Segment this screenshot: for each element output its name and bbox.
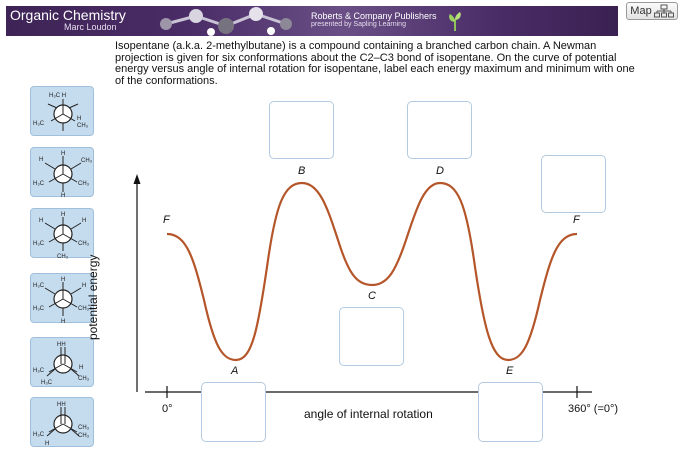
svg-text:H: H — [61, 277, 65, 283]
point-label-f-right: F — [573, 214, 580, 226]
svg-text:CH₃: CH₃ — [78, 181, 90, 187]
svg-text:CH₃: CH₃ — [81, 158, 93, 164]
svg-text:CH₃: CH₃ — [77, 123, 89, 129]
sapling-leaf-icon — [449, 12, 461, 31]
svg-text:H: H — [39, 218, 43, 224]
svg-text:H: H — [77, 116, 81, 122]
svg-text:H: H — [61, 193, 65, 198]
svg-text:H₃C: H₃C — [33, 283, 45, 289]
svg-text:H₃C: H₃C — [33, 306, 45, 312]
energy-curve — [166, 181, 578, 362]
newman-projection-icon: HH H₃C CH₃ CH₃ H — [33, 402, 90, 447]
map-button-label: Map — [630, 5, 652, 17]
drop-target-a[interactable] — [201, 382, 266, 442]
svg-text:H: H — [45, 441, 49, 447]
point-label-e: E — [506, 365, 514, 377]
newman-projection-icon: H₃C H H₃C H CH₃ — [33, 93, 89, 131]
svg-text:H₃C: H₃C — [33, 121, 45, 127]
newman-projection-tile-4[interactable]: H H₃C H H₃C CH₃ H — [30, 273, 94, 324]
svg-text:H: H — [82, 218, 86, 224]
x-axis-label: angle of internal rotation — [304, 407, 433, 421]
svg-text:H₃C: H₃C — [41, 380, 53, 386]
molecule-decoration-icon — [160, 7, 292, 36]
drop-target-d[interactable] — [407, 101, 472, 159]
svg-text:H₃C: H₃C — [33, 241, 45, 247]
svg-text:H₃C: H₃C — [33, 432, 45, 438]
svg-text:CH₃: CH₃ — [57, 254, 69, 259]
svg-text:H: H — [82, 283, 86, 289]
map-button[interactable]: Map — [626, 2, 678, 20]
presented-by: presented by Sapling Learning — [311, 21, 406, 28]
y-axis-label: potential energy — [86, 254, 100, 340]
x-axis-start-label: 0° — [162, 403, 173, 415]
newman-projection-tile-2[interactable]: H H CH₃ H₃C CH₃ H — [30, 147, 94, 198]
newman-projection-tile-3[interactable]: H H H H₃C CH₃ CH₃ — [30, 208, 94, 259]
point-label-f-left: F — [163, 214, 170, 226]
newman-projection-icon: HH H₃C H CH₃ H₃C — [33, 342, 90, 386]
drop-target-b[interactable] — [269, 101, 334, 159]
svg-text:H₃C: H₃C — [33, 368, 45, 374]
svg-text:CH₃: CH₃ — [78, 425, 90, 431]
author-name: Marc Loudon — [64, 22, 117, 32]
svg-text:H: H — [61, 151, 65, 157]
svg-text:CH₃: CH₃ — [78, 306, 90, 312]
header-banner: Organic Chemistry Marc Loudon Roberts & … — [6, 6, 618, 36]
point-label-d: D — [436, 165, 444, 177]
drop-target-f[interactable] — [541, 155, 606, 213]
svg-text:CH₃: CH₃ — [78, 376, 90, 382]
sitemap-icon — [653, 4, 674, 18]
svg-text:H: H — [39, 157, 43, 163]
newman-projection-icon: H H H H₃C CH₃ CH₃ — [33, 212, 90, 259]
question-text: Isopentane (a.k.a. 2-methylbutane) is a … — [115, 40, 635, 87]
drop-target-c[interactable] — [339, 307, 404, 366]
point-label-c: C — [368, 290, 376, 302]
svg-text:H: H — [61, 212, 65, 218]
course-title: Organic Chemistry — [10, 7, 126, 23]
svg-text:H: H — [79, 365, 83, 371]
publisher-name: Roberts & Company Publishers — [311, 11, 437, 21]
newman-projection-icon: H H CH₃ H₃C CH₃ H — [33, 151, 93, 198]
svg-text:HH: HH — [57, 342, 66, 348]
drop-target-e[interactable] — [478, 382, 543, 442]
newman-projection-icon: H H₃C H H₃C CH₃ H — [33, 277, 90, 324]
svg-text:H₃C: H₃C — [33, 181, 45, 187]
point-label-a: A — [231, 365, 239, 377]
svg-text:H: H — [61, 319, 65, 324]
svg-text:CH₃: CH₃ — [78, 241, 90, 247]
newman-projection-tile-6[interactable]: HH H₃C CH₃ CH₃ H — [30, 397, 94, 447]
svg-text:CH₃: CH₃ — [78, 433, 90, 439]
newman-projection-tile-5[interactable]: HH H₃C H CH₃ H₃C — [30, 337, 94, 387]
x-axis-end-label: 360° (=0°) — [568, 403, 619, 415]
point-label-b: B — [298, 165, 306, 177]
svg-text:H₃C H: H₃C H — [49, 93, 66, 99]
y-axis-arrow-icon — [133, 174, 141, 184]
svg-text:HH: HH — [57, 402, 66, 408]
newman-projection-tile-1[interactable]: H₃C H H₃C H CH₃ — [30, 86, 94, 136]
